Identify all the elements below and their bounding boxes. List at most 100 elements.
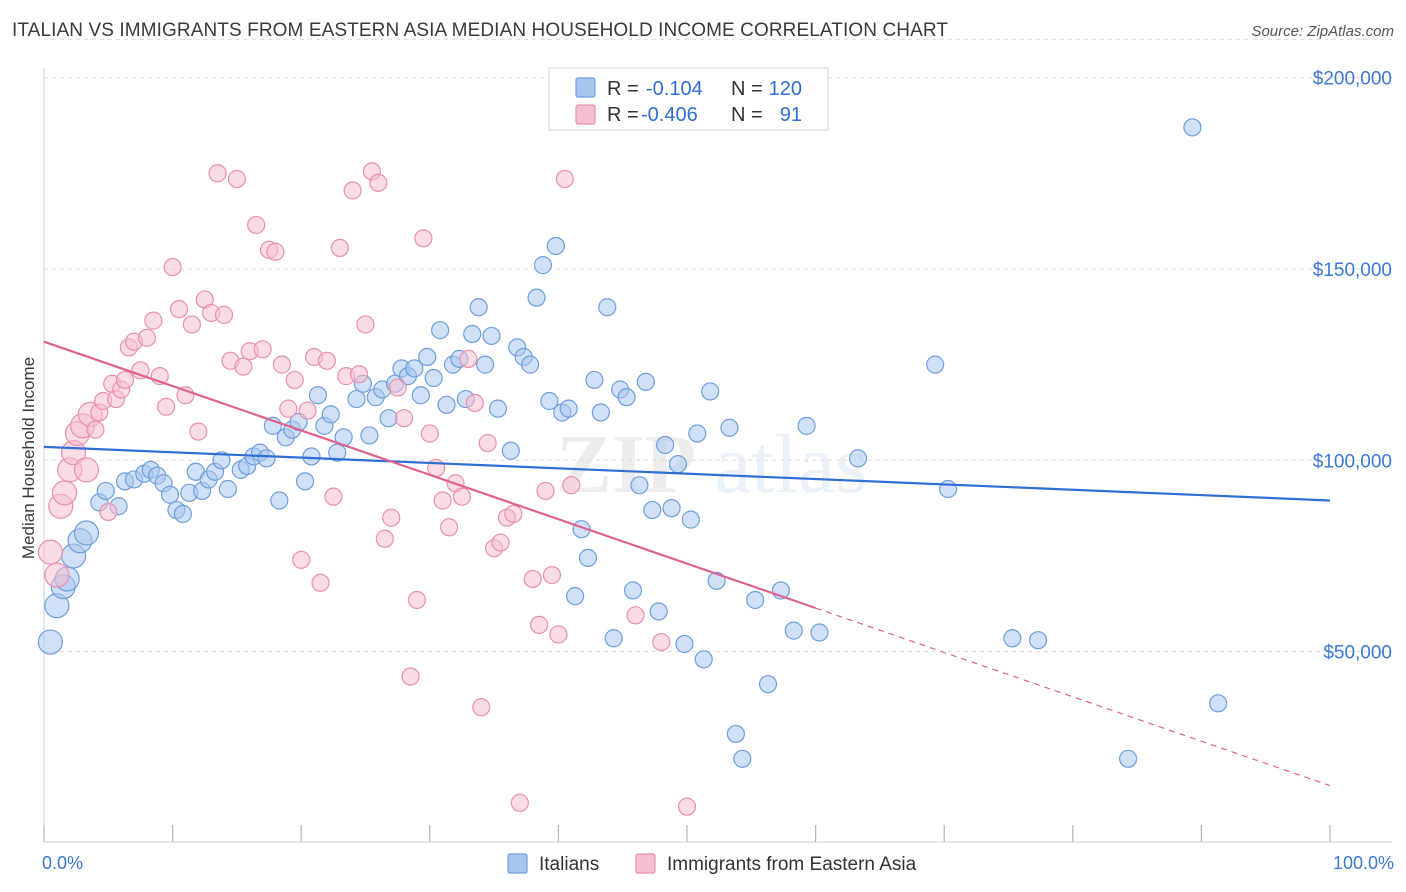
immigrants-point	[247, 215, 266, 235]
italians-point	[810, 623, 829, 642]
italians-point	[218, 479, 237, 499]
immigrants-point	[375, 529, 394, 548]
immigrants-point	[189, 422, 208, 441]
italians-point	[37, 629, 64, 655]
italians-point	[321, 405, 340, 424]
italians-point	[726, 724, 745, 744]
y-axis-label: Median Household Income	[19, 357, 38, 559]
italians-point	[173, 504, 192, 523]
immigrants-point	[491, 533, 510, 552]
italians-point	[746, 590, 765, 610]
immigrants-point	[626, 606, 645, 625]
italians-point	[681, 510, 700, 529]
immigrants-point	[163, 257, 182, 277]
italians-point	[540, 391, 559, 411]
italians-point	[1183, 118, 1202, 137]
immigrants-point	[292, 550, 311, 569]
correlation-legend: R = -0.104 N = 120 R = -0.406 N = 91	[548, 67, 829, 131]
italians-point	[636, 372, 655, 391]
immigrants-point	[349, 365, 369, 384]
immigrants-point	[51, 480, 78, 506]
immigrants-point	[549, 625, 568, 644]
italians-point	[212, 451, 231, 470]
italians-point	[527, 288, 546, 307]
immigrants-point	[452, 487, 472, 506]
immigrants-point	[562, 476, 581, 495]
chart-title: ITALIAN VS IMMIGRANTS FROM EASTERN ASIA …	[12, 20, 949, 41]
x-tick-labels: 0.0% 100.0%	[42, 853, 1394, 873]
italians-point	[566, 587, 585, 606]
italians-point	[411, 386, 430, 405]
italians-point	[295, 472, 315, 491]
italians-point	[160, 485, 180, 504]
immigrants-point	[157, 397, 176, 416]
immigrants-point	[208, 164, 227, 183]
immigrants-trend-extension	[815, 607, 1331, 787]
immigrants-point	[343, 181, 362, 200]
immigrants-point	[401, 667, 420, 686]
immigrants-point	[420, 424, 439, 443]
immigrants-point	[86, 420, 105, 439]
italians-point	[379, 409, 398, 428]
immigrants-points	[37, 162, 697, 816]
italians-point	[720, 418, 739, 437]
immigrants-point	[478, 433, 497, 453]
immigrants-point	[394, 409, 414, 428]
immigrants-point	[272, 355, 292, 374]
italians-point	[675, 634, 694, 654]
watermark-atlas: atlas	[714, 418, 868, 511]
y-tick-label: $200,000	[1313, 69, 1392, 90]
immigrants-point	[414, 229, 433, 248]
italians-point	[347, 389, 366, 409]
immigrants-trend-line	[43, 340, 816, 610]
italians-point	[1003, 629, 1022, 648]
immigrants-point	[214, 305, 234, 324]
immigrants-point	[382, 508, 401, 527]
italians-point	[938, 479, 958, 499]
series-legend: Italians Immigrants from Eastern Asia	[507, 853, 917, 875]
legend-r-label-italians: R =	[607, 78, 639, 100]
immigrants-point	[459, 349, 478, 368]
bottom-legend-swatch-italians	[507, 853, 528, 874]
italians-point	[360, 426, 379, 445]
italians-point	[73, 520, 100, 546]
y-tick-label: $50,000	[1323, 643, 1392, 664]
axes	[43, 68, 1392, 843]
italians-point	[430, 321, 450, 340]
legend-r-value-immigrants: -0.406	[641, 104, 698, 126]
legend-n-value-immigrants: 91	[780, 104, 802, 126]
chart-source: Source: ZipAtlas.com	[1251, 23, 1394, 40]
y-tick-labels: $50,000 $100,000 $150,000 $200,000	[1313, 69, 1392, 664]
italians-point	[96, 481, 115, 501]
italians-point	[733, 749, 752, 768]
italians-trend-line	[43, 445, 1331, 502]
legend-n-value-italians: 120	[769, 78, 802, 100]
italians-point	[623, 581, 643, 600]
italians-point	[701, 382, 720, 401]
immigrants-point	[137, 328, 156, 347]
italians-point	[707, 571, 726, 590]
italians-point	[533, 256, 553, 275]
immigrants-point	[279, 399, 298, 418]
immigrants-point	[388, 378, 407, 397]
immigrants-point	[369, 173, 388, 192]
italians-point	[521, 355, 540, 374]
italians-point	[585, 370, 604, 390]
immigrants-point	[285, 370, 304, 390]
italians-point	[758, 675, 778, 694]
immigrants-point	[433, 491, 452, 510]
italians-point	[559, 399, 578, 418]
immigrants-point	[536, 481, 555, 501]
immigrants-point	[439, 518, 459, 537]
italians-point	[424, 368, 443, 388]
italians-point	[257, 449, 276, 468]
italians-point	[437, 395, 456, 414]
immigrants-point	[677, 797, 697, 816]
italians-point	[308, 386, 328, 405]
immigrants-point	[652, 632, 671, 652]
italians-point	[784, 621, 803, 640]
y-tick-label: $150,000	[1313, 260, 1392, 281]
italians-point	[797, 416, 816, 435]
italians-point	[482, 326, 501, 346]
